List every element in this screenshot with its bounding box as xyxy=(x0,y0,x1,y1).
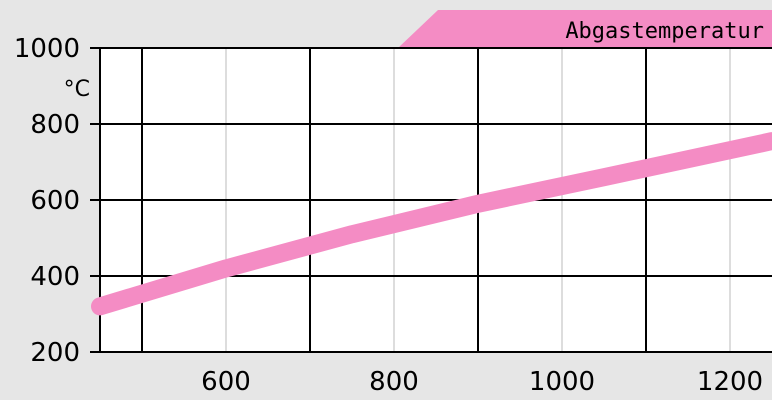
x-tick-label: 800 xyxy=(369,367,419,397)
series-group xyxy=(91,132,772,316)
y-tick-label: 600 xyxy=(30,186,80,216)
title-banner-shape xyxy=(398,10,772,48)
x-tick-label: 1200 xyxy=(697,367,763,397)
y-tick-label: 200 xyxy=(30,338,80,368)
chart-title: Abgastemperatur xyxy=(565,19,764,44)
series-line xyxy=(91,132,772,316)
title-banner: Abgastemperatur xyxy=(398,10,772,48)
y-tick-label: 400 xyxy=(30,262,80,292)
x-tick-label: 600 xyxy=(201,367,251,397)
y-axis-ticks: 200 400 600 800 1000 xyxy=(14,34,80,368)
x-axis-ticks: 600 800 1000 1200 xyxy=(201,367,763,397)
y-tick-label: 800 xyxy=(30,110,80,140)
y-tick-label: 1000 xyxy=(14,34,80,64)
y-axis-unit: °C xyxy=(64,77,90,102)
x-tick-label: 1000 xyxy=(529,367,595,397)
